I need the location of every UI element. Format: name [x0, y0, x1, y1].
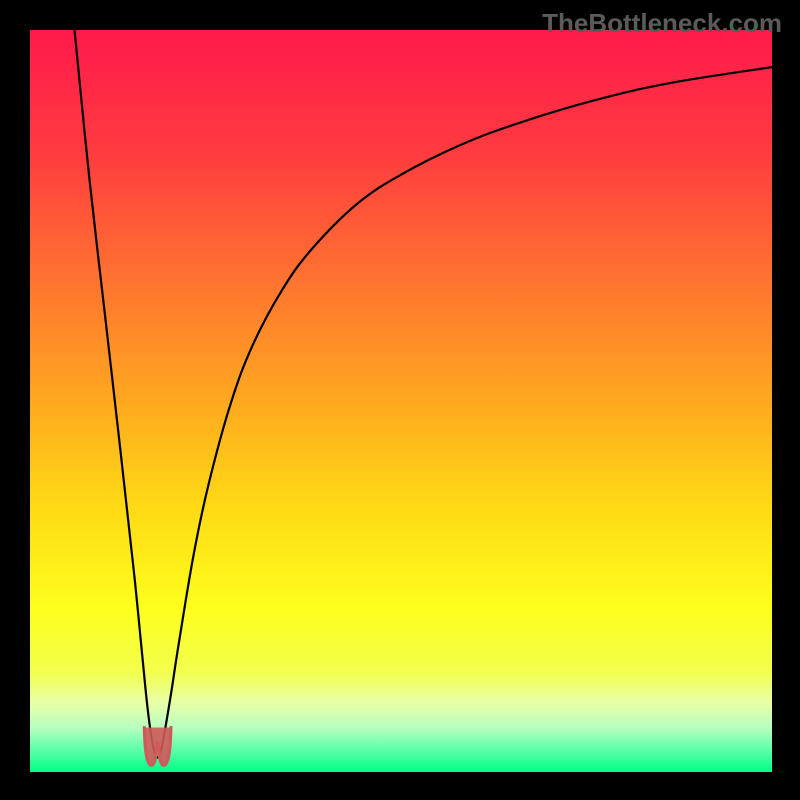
gradient-background [30, 30, 772, 772]
watermark-text: TheBottleneck.com [542, 8, 782, 39]
plot-area [30, 30, 772, 772]
chart-frame: TheBottleneck.com [0, 0, 800, 800]
